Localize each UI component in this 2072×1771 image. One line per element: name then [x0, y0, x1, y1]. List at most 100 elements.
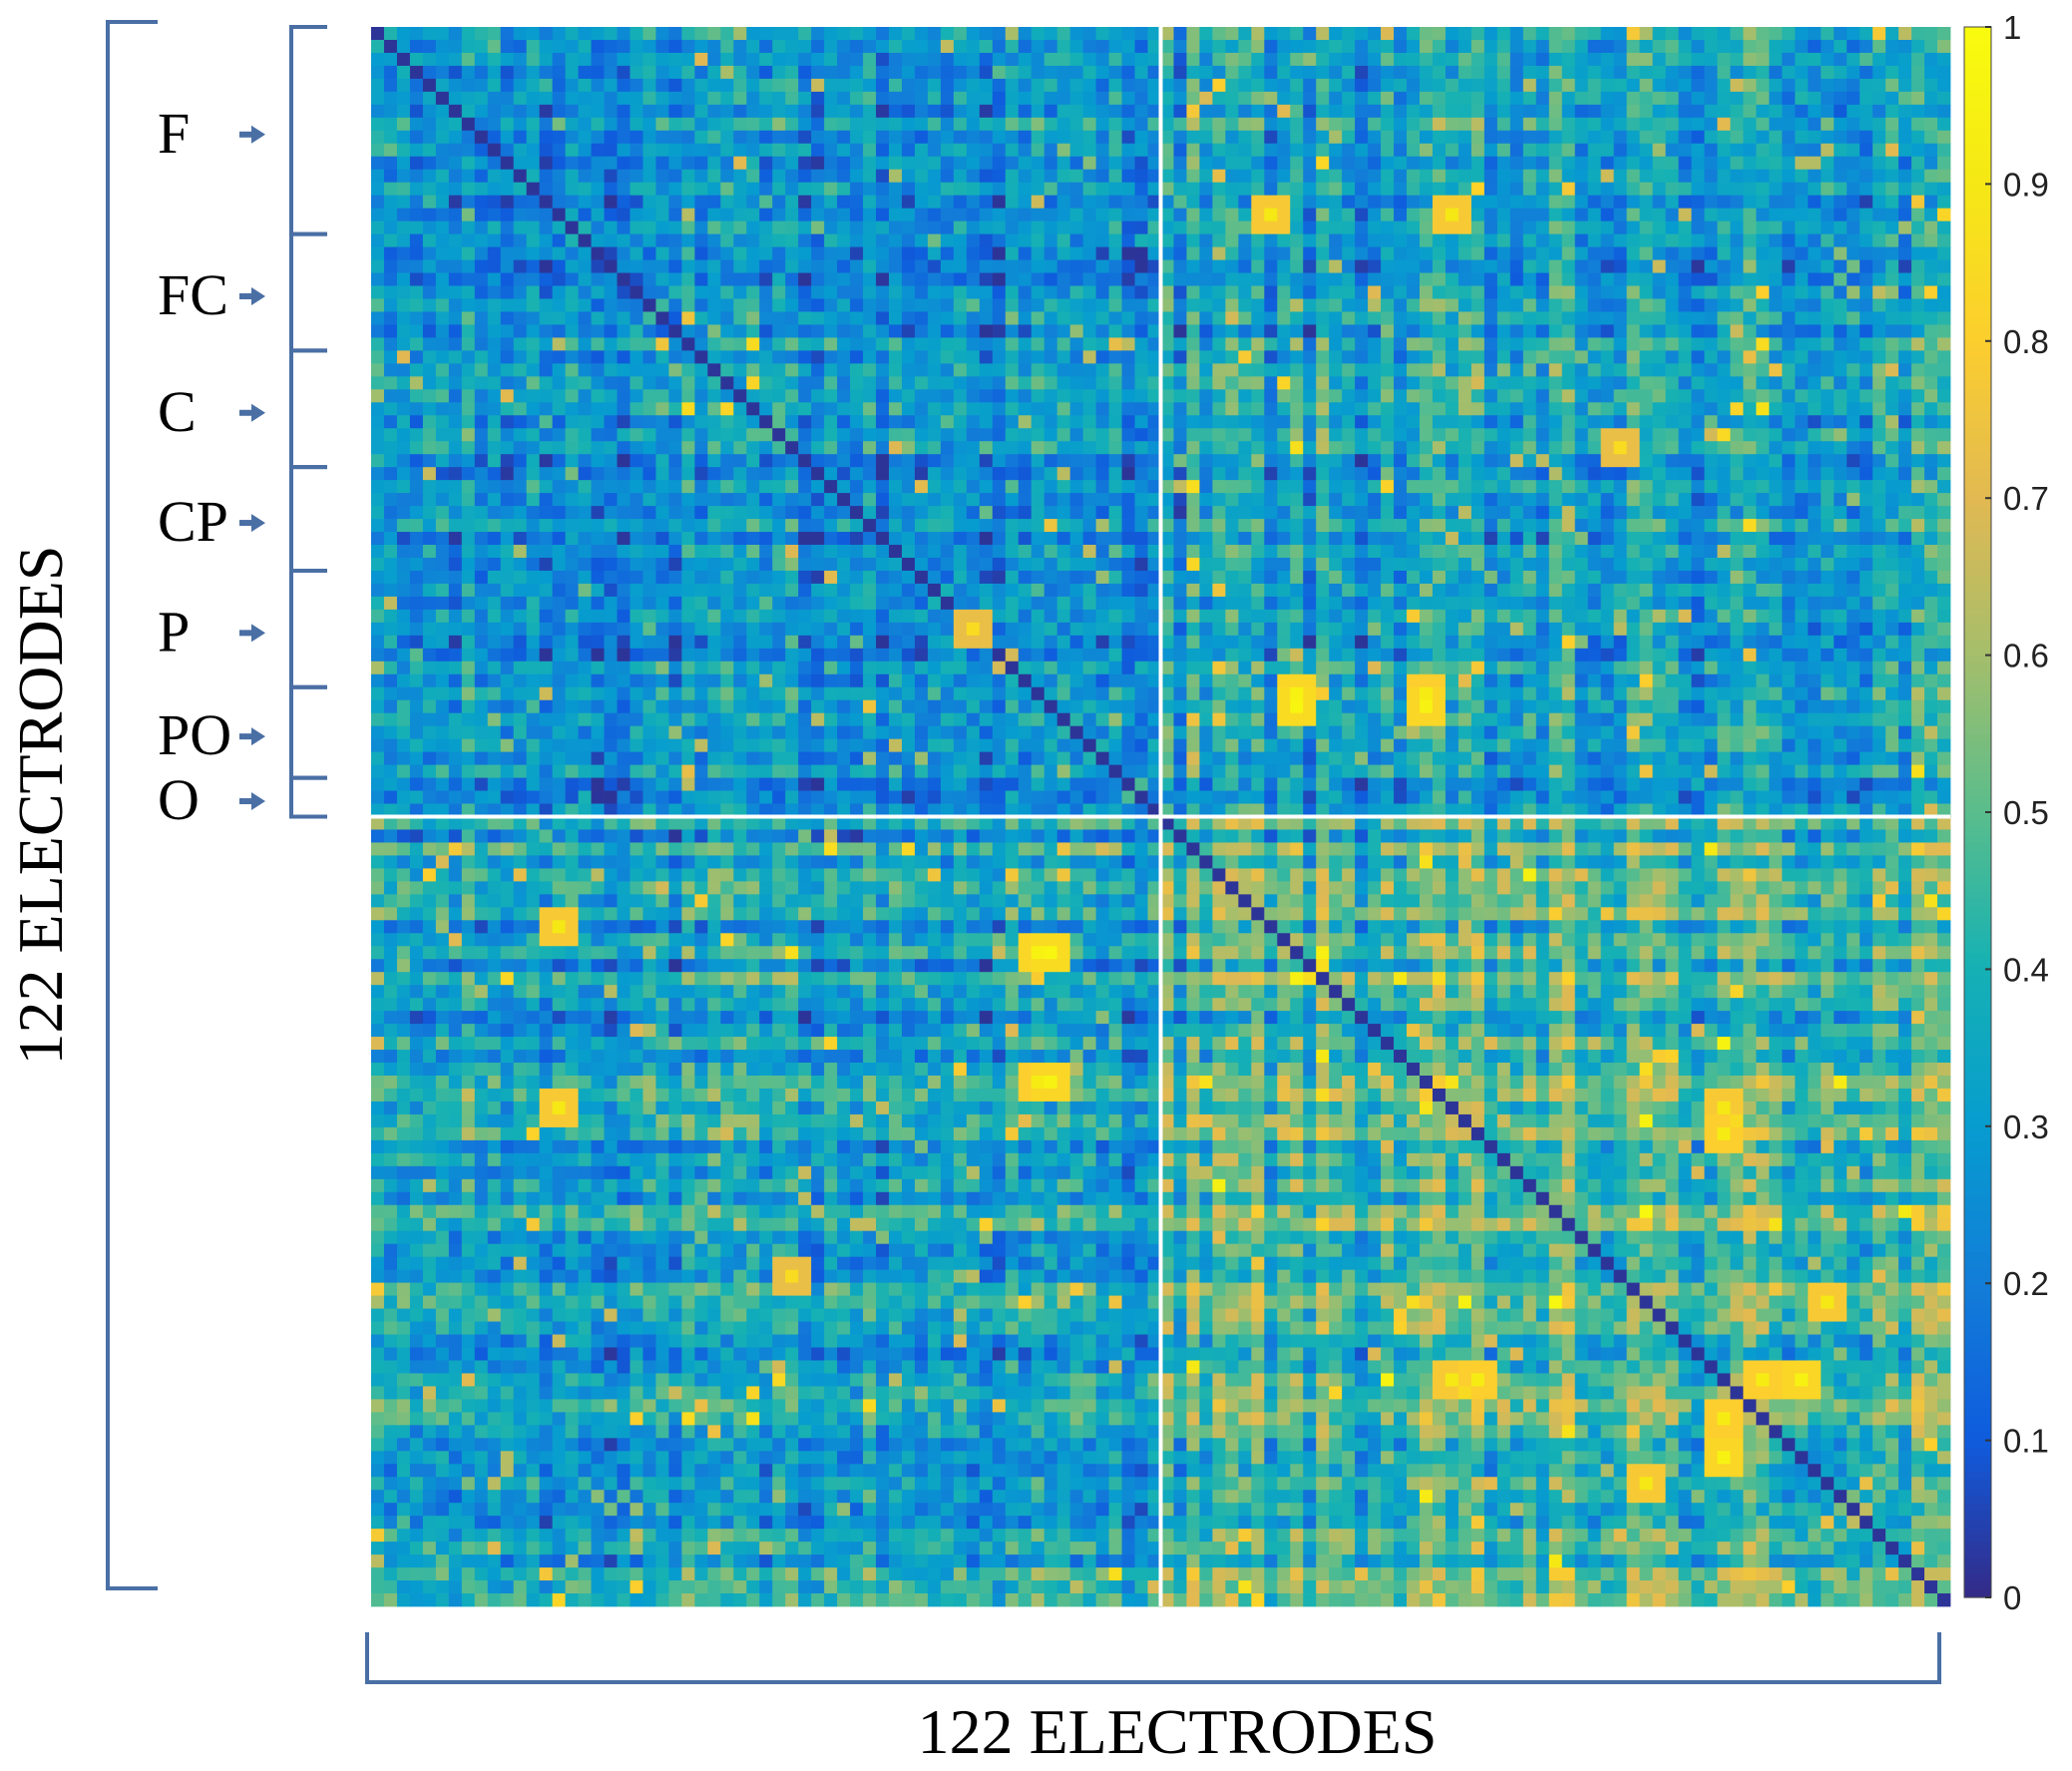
- heatmap-cell: [1394, 350, 1408, 364]
- heatmap-cell: [1368, 272, 1382, 286]
- heatmap-cell: [1885, 221, 1899, 235]
- heatmap-cell: [642, 208, 656, 222]
- heatmap-cell: [487, 532, 502, 546]
- heatmap-cell: [1470, 441, 1485, 455]
- heatmap-cell: [707, 389, 721, 403]
- heatmap-cell: [1407, 389, 1421, 403]
- heatmap-cell: [617, 117, 630, 132]
- heatmap-cell: [1626, 506, 1640, 520]
- heatmap-cell: [1834, 519, 1848, 533]
- heatmap-cell: [1069, 182, 1084, 197]
- heatmap-cell: [1277, 480, 1291, 494]
- heatmap-cell: [1173, 143, 1187, 158]
- heatmap-cell: [953, 454, 968, 468]
- heatmap-cell: [953, 143, 968, 158]
- heatmap-cell: [1885, 78, 1899, 93]
- heatmap-cell: [1678, 208, 1692, 222]
- heatmap-cell: [1303, 480, 1317, 494]
- heatmap-cell: [1018, 65, 1033, 80]
- heatmap-cell: [720, 285, 734, 299]
- heatmap-cell: [1704, 143, 1718, 158]
- heatmap-cell: [1457, 506, 1472, 520]
- heatmap-cell: [1872, 454, 1886, 468]
- heatmap-cell: [1199, 65, 1213, 80]
- heatmap-cell: [1717, 454, 1731, 468]
- heatmap-cell: [1639, 91, 1653, 106]
- heatmap-cell: [1600, 233, 1615, 247]
- heatmap-cell: [513, 285, 528, 299]
- heatmap-cell: [1535, 169, 1550, 184]
- heatmap-cell: [992, 402, 1007, 416]
- heatmap-cell: [863, 389, 877, 403]
- heatmap-cell: [1368, 27, 1382, 41]
- heatmap-cell: [1704, 441, 1718, 455]
- heatmap-cell: [1082, 169, 1097, 184]
- heatmap-cell: [1005, 104, 1020, 119]
- heatmap-cell: [1407, 117, 1421, 132]
- heatmap-cell: [863, 415, 877, 429]
- heatmap-cell: [642, 428, 656, 442]
- heatmap-cell: [1368, 246, 1382, 260]
- heatmap-cell: [1743, 454, 1757, 468]
- heatmap-cell: [1121, 156, 1135, 171]
- heatmap-cell: [785, 285, 799, 299]
- heatmap-cell: [1691, 519, 1705, 533]
- heatmap-cell: [772, 169, 786, 184]
- heatmap-cell: [1561, 467, 1576, 481]
- heatmap-cell: [513, 143, 528, 158]
- heatmap-cell: [1394, 221, 1408, 235]
- heatmap-cell: [1613, 117, 1628, 132]
- heatmap-cell: [1290, 233, 1304, 247]
- heatmap-cell: [1199, 363, 1213, 377]
- heatmap-cell: [448, 221, 463, 235]
- heatmap-cell: [1717, 169, 1731, 184]
- heatmap-cell: [707, 480, 721, 494]
- heatmap-cell: [1860, 545, 1873, 559]
- heatmap-cell: [1186, 52, 1200, 67]
- heatmap-cell: [1160, 415, 1174, 429]
- heatmap-cell: [824, 65, 838, 80]
- heatmap-cell: [953, 259, 968, 273]
- heatmap-cell: [448, 104, 463, 119]
- heatmap-cell: [772, 337, 786, 351]
- heatmap-cell: [681, 104, 695, 119]
- heatmap-cell: [798, 350, 812, 364]
- heatmap-cell: [1147, 298, 1161, 312]
- heatmap-cell: [461, 402, 476, 416]
- heatmap-cell: [1005, 65, 1020, 80]
- heatmap-cell: [1483, 545, 1498, 559]
- heatmap-cell: [1445, 545, 1459, 559]
- heatmap-cell: [642, 182, 656, 197]
- heatmap-cell: [850, 39, 864, 54]
- heatmap-cell: [513, 454, 528, 468]
- heatmap-cell: [655, 39, 669, 54]
- heatmap-cell: [1691, 402, 1705, 416]
- heatmap-cell: [487, 156, 502, 171]
- heatmap-cell: [1691, 182, 1705, 197]
- heatmap-cell: [1808, 493, 1822, 507]
- heatmap-cell: [1095, 363, 1109, 377]
- heatmap-cell: [655, 350, 669, 364]
- heatmap-cell: [992, 195, 1007, 210]
- heatmap-cell: [1251, 350, 1265, 364]
- heatmap-cell: [1795, 27, 1809, 41]
- heatmap-cell: [617, 91, 630, 106]
- heatmap-cell: [383, 91, 398, 106]
- heatmap-cell: [798, 246, 812, 260]
- heatmap-cell: [1691, 208, 1705, 222]
- heatmap-cell: [979, 195, 994, 210]
- heatmap-cell: [1509, 143, 1524, 158]
- heatmap-cell: [1665, 221, 1679, 235]
- heatmap-cell: [1095, 104, 1109, 119]
- heatmap-cell: [876, 27, 890, 41]
- heatmap-cell: [1522, 221, 1537, 235]
- heatmap-cell: [1561, 78, 1576, 93]
- heatmap-cell: [1316, 233, 1330, 247]
- heatmap-cell: [1005, 545, 1020, 559]
- heatmap-cell: [1082, 117, 1097, 132]
- heatmap-cell: [1043, 221, 1058, 235]
- heatmap-cell: [1717, 389, 1731, 403]
- heatmap-cell: [1329, 311, 1343, 325]
- heatmap-cell: [526, 337, 541, 351]
- heatmap-cell: [1937, 298, 1951, 312]
